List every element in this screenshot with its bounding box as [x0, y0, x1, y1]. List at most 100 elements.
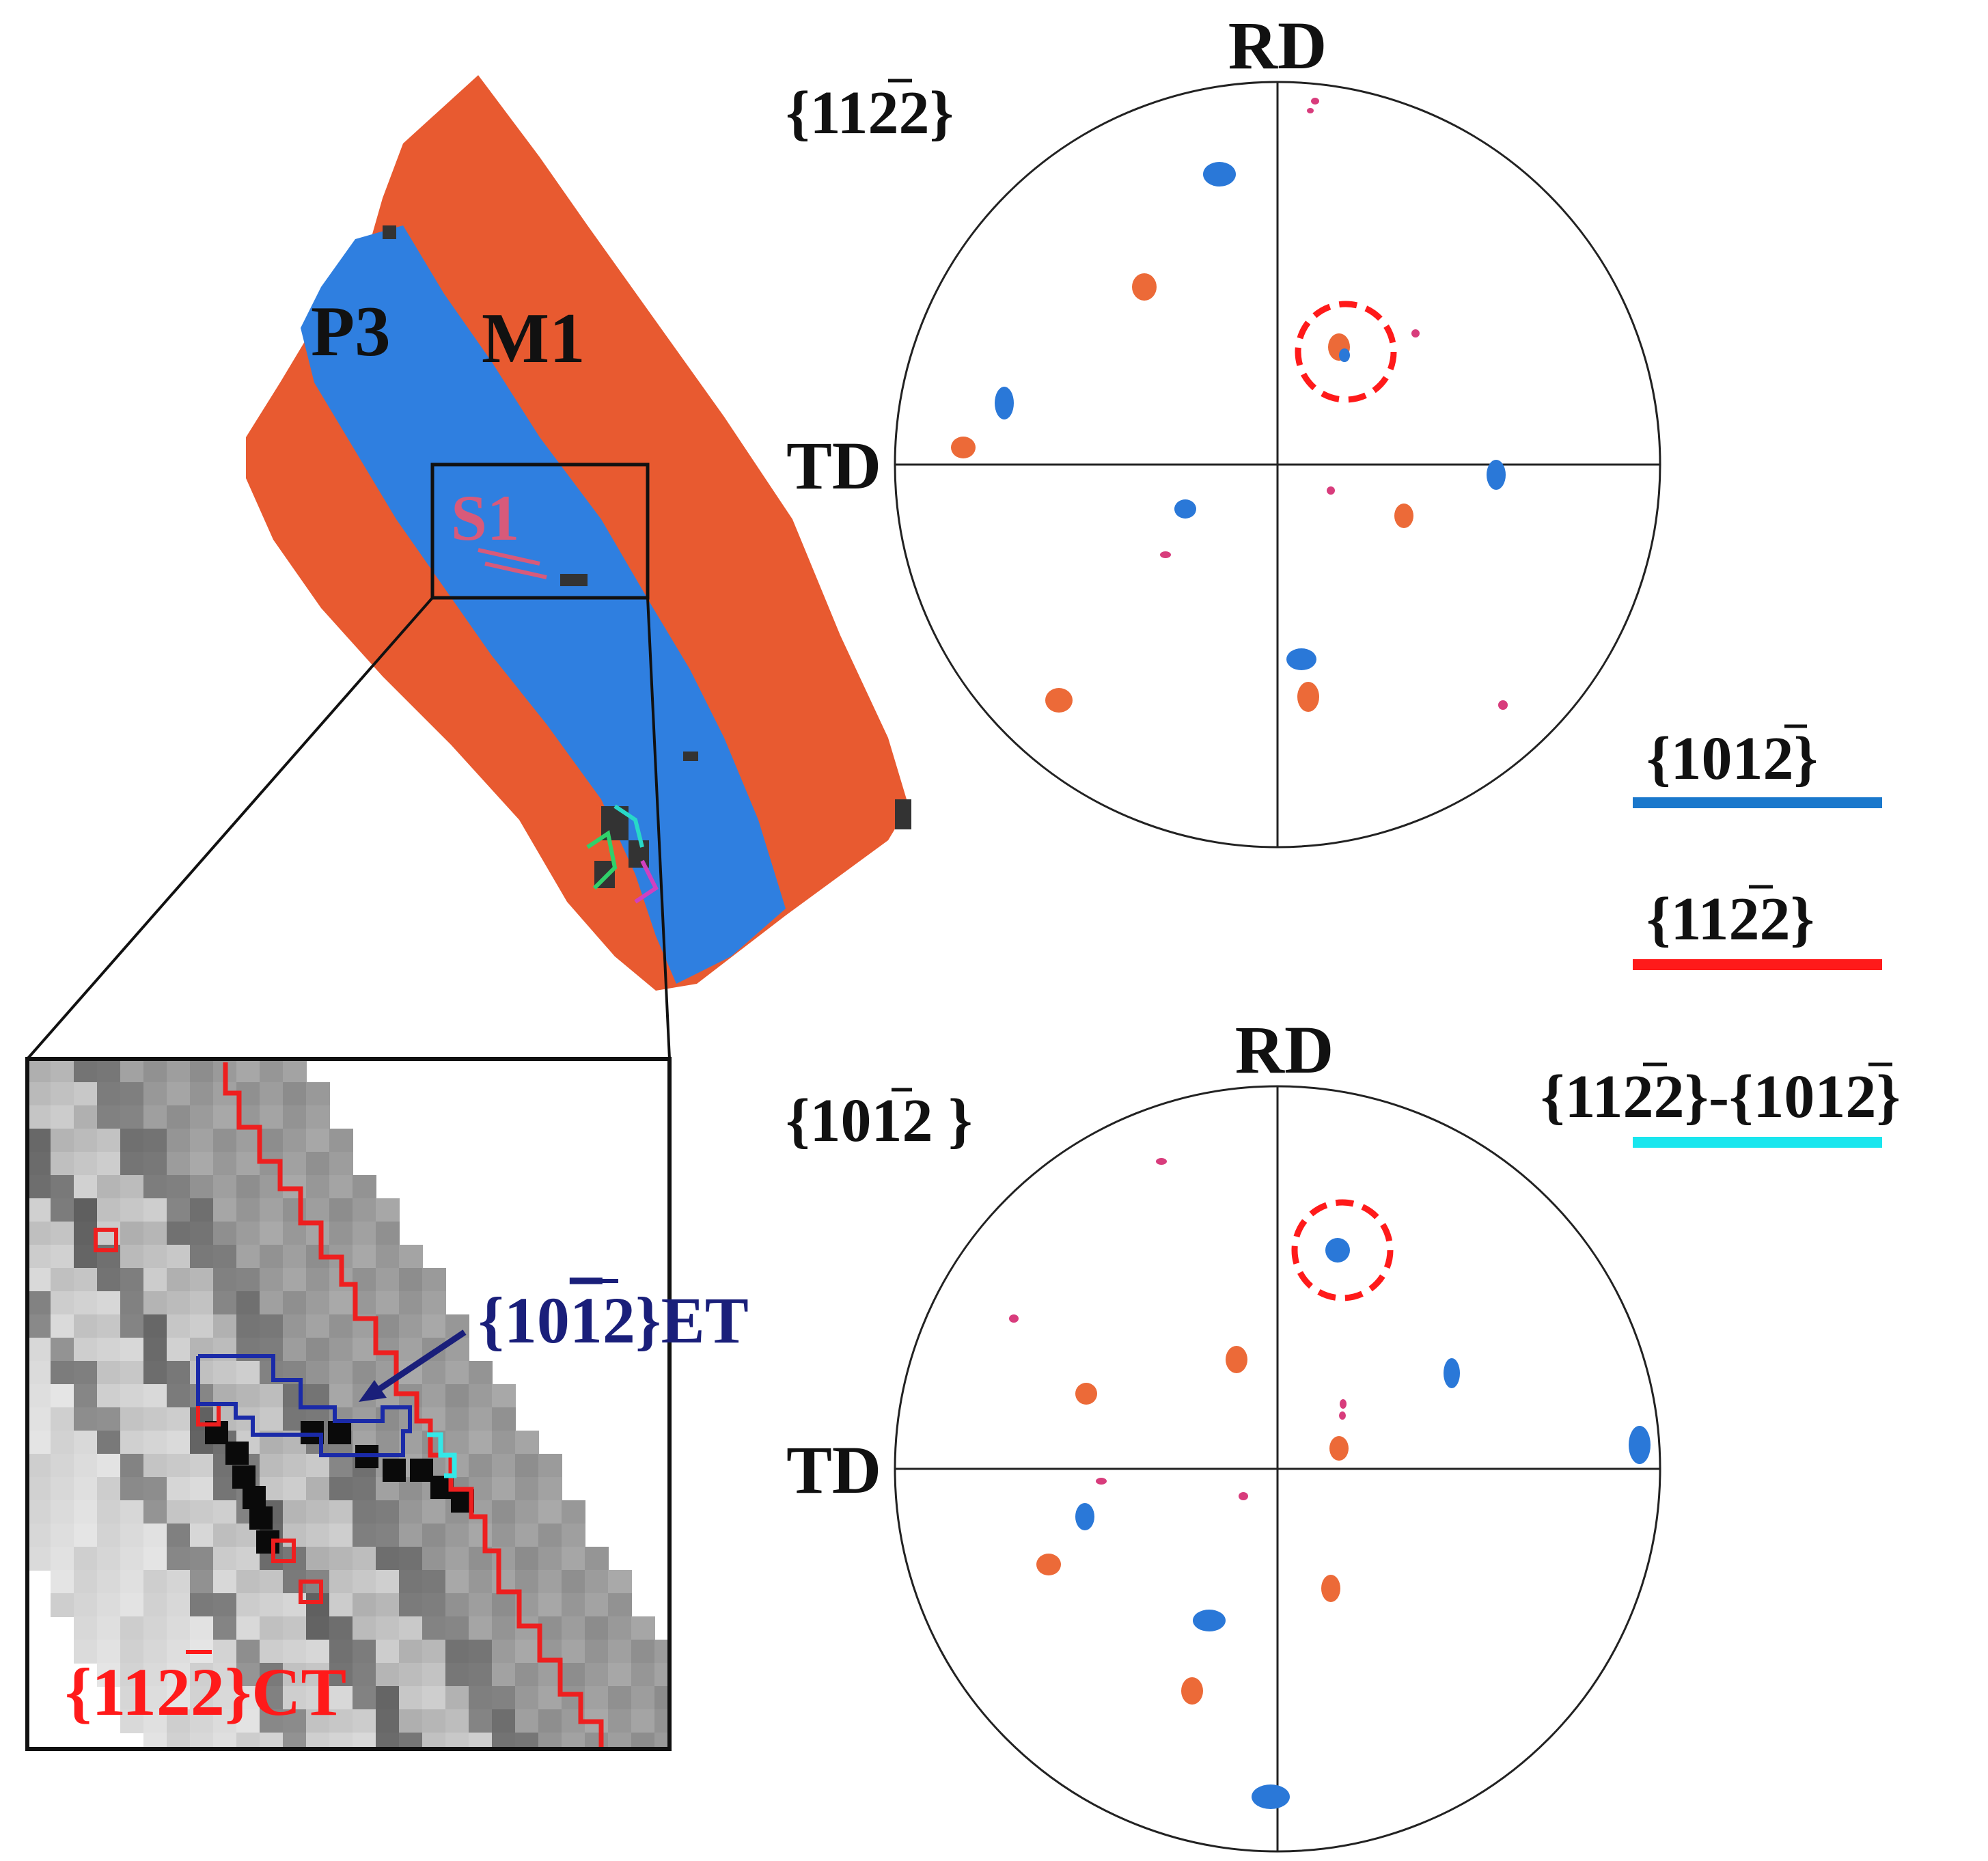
- inset-pixel: [97, 1268, 121, 1292]
- inset-pixel: [27, 1407, 51, 1431]
- inset-pixel: [283, 1593, 307, 1617]
- pole-pink: [1498, 700, 1508, 710]
- inset-pixel: [213, 1268, 237, 1292]
- inset-pixel: [213, 1152, 237, 1176]
- parent-grain-p3: [301, 225, 786, 984]
- inset-pixel: [445, 1593, 469, 1617]
- inset-pixel: [74, 1384, 98, 1408]
- inset-boundaries: [94, 1062, 604, 1749]
- inset-pixel: [376, 1222, 400, 1245]
- inset-pixel: [143, 1407, 167, 1431]
- inset-pixel: [27, 1361, 51, 1385]
- inset-pixel: [120, 1338, 144, 1362]
- inset-pixel: [353, 1733, 376, 1749]
- inset-pixel: [120, 1407, 144, 1431]
- inset-pixel: [329, 1454, 353, 1478]
- inset-pixel: [329, 1361, 353, 1385]
- inset-pixel: [120, 1222, 144, 1245]
- inset-pixel: [213, 1291, 237, 1315]
- inset-pixel: [376, 1268, 400, 1292]
- inset-pixel: [190, 1733, 214, 1749]
- inset-pixel: [538, 1500, 562, 1524]
- ct-et-boundary: [427, 1432, 457, 1478]
- inset-pixel: [190, 1361, 214, 1385]
- inset-pixel: [27, 1431, 51, 1455]
- inset-pixel: [167, 1593, 191, 1617]
- inset-pixel: [422, 1663, 446, 1687]
- inset-pixel: [74, 1314, 98, 1338]
- inset-pixel: [353, 1616, 376, 1640]
- inset-pixel: [422, 1524, 446, 1547]
- inset-pixel: [353, 1245, 376, 1269]
- inset-pixel: [399, 1524, 423, 1547]
- inset-pixel: [51, 1314, 74, 1338]
- pole-blue: [1487, 460, 1506, 490]
- inset-pixel: [585, 1547, 609, 1571]
- inset-pixel: [329, 1384, 353, 1408]
- inset-pixel: [608, 1709, 632, 1733]
- inset-pixel: [74, 1477, 98, 1501]
- inset-panel: [27, 1059, 669, 1749]
- inset-pixel: [306, 1547, 330, 1571]
- inset-pixel: [236, 1686, 260, 1710]
- inset-pixel: [167, 1616, 191, 1640]
- inset-pixel: [422, 1500, 446, 1524]
- inset-pixel: [399, 1570, 423, 1594]
- inset-pixel: [213, 1198, 237, 1222]
- inset-pixel: [422, 1291, 446, 1315]
- inset-pixel: [27, 1524, 51, 1547]
- inset-pixel: [51, 1524, 74, 1547]
- inset-pixel: [120, 1384, 144, 1408]
- inset-pixel: [236, 1314, 260, 1338]
- inset-pixel: [74, 1268, 98, 1292]
- inset-pixel: [236, 1570, 260, 1594]
- inset-pixel: [353, 1570, 376, 1594]
- inset-pixel: [167, 1709, 191, 1733]
- pole-figure-1122: RD TD {1122}: [786, 8, 1661, 849]
- pf1-poles: [951, 98, 1508, 713]
- pole-pink: [1311, 98, 1319, 105]
- inset-pixel: [74, 1152, 98, 1176]
- ct-grain-a: [94, 1228, 118, 1252]
- inset-pixel: [120, 1593, 144, 1617]
- inset-pixel: [190, 1129, 214, 1153]
- pole-pink: [1160, 551, 1171, 558]
- inset-pixel: [74, 1547, 98, 1571]
- inset-pixel: [167, 1291, 191, 1315]
- inset-pixel: [422, 1593, 446, 1617]
- inset-pixel: [236, 1291, 260, 1315]
- inset-pixel: [353, 1663, 376, 1687]
- inset-pixel: [469, 1593, 493, 1617]
- inset-pixel: [469, 1570, 493, 1594]
- inset-pixel: [167, 1082, 191, 1106]
- inset-pixel: [329, 1686, 353, 1710]
- inset-pixel: [260, 1593, 284, 1617]
- inset-pixel: [306, 1524, 330, 1547]
- inset-pixel: [213, 1105, 237, 1129]
- inset-pixel: [654, 1733, 669, 1749]
- inset-pixel: [51, 1222, 74, 1245]
- inset-pixel: [143, 1500, 167, 1524]
- inset-pixel: [143, 1686, 167, 1710]
- inset-pixel: [353, 1524, 376, 1547]
- inset-pixel: [422, 1616, 446, 1640]
- inset-pixel: [283, 1477, 307, 1501]
- inset-pixel: [236, 1268, 260, 1292]
- inset-pixel: [120, 1477, 144, 1501]
- inset-pixel: [376, 1547, 400, 1571]
- inset-pixel: [143, 1268, 167, 1292]
- pf1-rd-label: RD: [1228, 8, 1327, 83]
- svg-text:{1122}CT: {1122}CT: [65, 1654, 346, 1730]
- inset-pixel: [608, 1640, 632, 1664]
- inset-pixel: [353, 1338, 376, 1362]
- inset-pixel: [120, 1198, 144, 1222]
- inset-pixel: [631, 1640, 655, 1664]
- inset-pixel: [376, 1291, 400, 1315]
- inset-pixel: [260, 1616, 284, 1640]
- pole-pink: [1009, 1314, 1019, 1323]
- inset-pixel: [376, 1593, 400, 1617]
- inset-pixel: [492, 1686, 516, 1710]
- inset-pixel: [51, 1477, 74, 1501]
- inset-pixel: [399, 1291, 423, 1315]
- inset-pixel: [492, 1431, 516, 1455]
